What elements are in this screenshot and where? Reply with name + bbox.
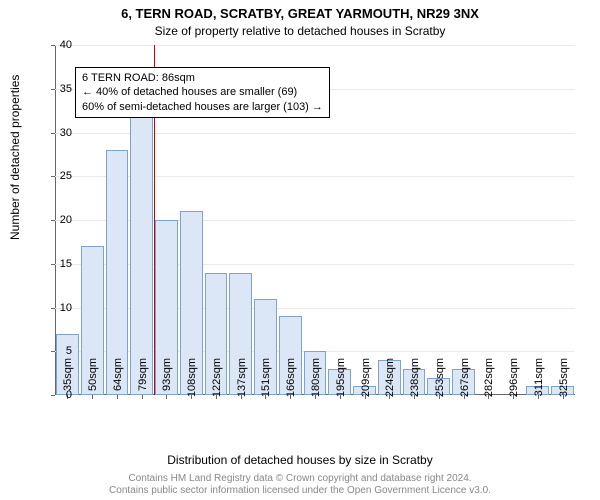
ytick-label: 35 <box>52 83 72 95</box>
attribution-line-2: Contains public sector information licen… <box>0 485 600 497</box>
histogram-bar <box>130 106 153 395</box>
annotation-box: 6 TERN ROAD: 86sqm ← 40% of detached hou… <box>75 67 330 118</box>
ytick-label: 40 <box>52 39 72 51</box>
grid-line <box>55 45 575 46</box>
xtick-label: 180sqm <box>310 358 322 398</box>
xtick-label: 238sqm <box>409 358 421 398</box>
xtick-label: 64sqm <box>112 358 124 398</box>
xtick-label: 122sqm <box>211 358 223 398</box>
ytick-label: 20 <box>52 214 72 226</box>
chart-subtitle: Size of property relative to detached ho… <box>0 24 600 38</box>
xtick-label: 35sqm <box>62 358 74 398</box>
xtick-label: 166sqm <box>285 358 297 398</box>
chart-container: { "chart": { "type": "histogram", "title… <box>0 0 600 500</box>
xtick-label: 253sqm <box>434 358 446 398</box>
xtick-label: 311sqm <box>533 358 545 398</box>
xtick-label: 224sqm <box>384 358 396 398</box>
xtick-label: 282sqm <box>483 358 495 398</box>
xtick-label: 296sqm <box>508 358 520 398</box>
annotation-line-2: ← 40% of detached houses are smaller (69… <box>82 85 323 99</box>
xtick-label: 50sqm <box>87 358 99 398</box>
y-axis-label: Number of detached properties <box>8 75 22 240</box>
ytick-label: 5 <box>52 345 72 357</box>
xtick-label: 108sqm <box>186 358 198 398</box>
xtick-label: 195sqm <box>335 358 347 398</box>
ytick-label: 15 <box>52 258 72 270</box>
annotation-line-3: 60% of semi-detached houses are larger (… <box>82 100 323 114</box>
x-axis-label: Distribution of detached houses by size … <box>0 453 600 467</box>
xtick-label: 209sqm <box>360 358 372 398</box>
ytick-label: 10 <box>52 302 72 314</box>
chart-title: 6, TERN ROAD, SCRATBY, GREAT YARMOUTH, N… <box>0 6 600 21</box>
annotation-line-1: 6 TERN ROAD: 86sqm <box>82 71 323 85</box>
xtick-label: 79sqm <box>137 358 149 398</box>
xtick-label: 267sqm <box>459 358 471 398</box>
xtick-label: 151sqm <box>260 358 272 398</box>
xtick-label: 325sqm <box>558 358 570 398</box>
ytick-label: 30 <box>52 127 72 139</box>
xtick-label: 93sqm <box>161 358 173 398</box>
ytick-label: 25 <box>52 170 72 182</box>
xtick-label: 137sqm <box>236 358 248 398</box>
attribution-line-1: Contains HM Land Registry data © Crown c… <box>0 473 600 485</box>
attribution: Contains HM Land Registry data © Crown c… <box>0 473 600 497</box>
